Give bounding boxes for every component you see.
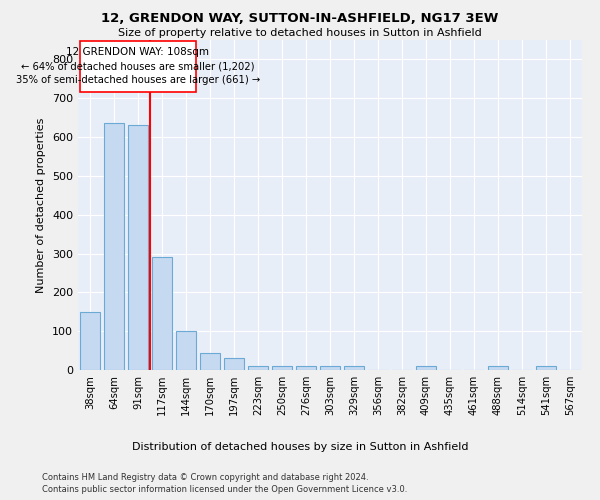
Bar	[296, 366, 316, 370]
Text: ← 64% of detached houses are smaller (1,202): ← 64% of detached houses are smaller (1,…	[21, 61, 255, 71]
Bar	[344, 366, 364, 370]
Text: Contains HM Land Registry data © Crown copyright and database right 2024.: Contains HM Land Registry data © Crown c…	[42, 472, 368, 482]
Bar	[152, 258, 172, 370]
Bar	[272, 366, 292, 370]
Bar	[128, 126, 148, 370]
Bar	[224, 358, 244, 370]
Text: 12 GRENDON WAY: 108sqm: 12 GRENDON WAY: 108sqm	[67, 47, 209, 57]
Bar	[536, 366, 556, 370]
Y-axis label: Number of detached properties: Number of detached properties	[37, 118, 46, 292]
Bar	[80, 312, 100, 370]
Bar	[200, 352, 220, 370]
Bar	[248, 366, 268, 370]
Text: 12, GRENDON WAY, SUTTON-IN-ASHFIELD, NG17 3EW: 12, GRENDON WAY, SUTTON-IN-ASHFIELD, NG1…	[101, 12, 499, 26]
Text: Size of property relative to detached houses in Sutton in Ashfield: Size of property relative to detached ho…	[118, 28, 482, 38]
Bar	[104, 124, 124, 370]
Bar	[80, 41, 196, 92]
Text: Contains public sector information licensed under the Open Government Licence v3: Contains public sector information licen…	[42, 485, 407, 494]
Text: Distribution of detached houses by size in Sutton in Ashfield: Distribution of detached houses by size …	[132, 442, 468, 452]
Bar	[320, 366, 340, 370]
Bar	[176, 331, 196, 370]
Text: 35% of semi-detached houses are larger (661) →: 35% of semi-detached houses are larger (…	[16, 76, 260, 86]
Bar	[488, 366, 508, 370]
Bar	[416, 366, 436, 370]
